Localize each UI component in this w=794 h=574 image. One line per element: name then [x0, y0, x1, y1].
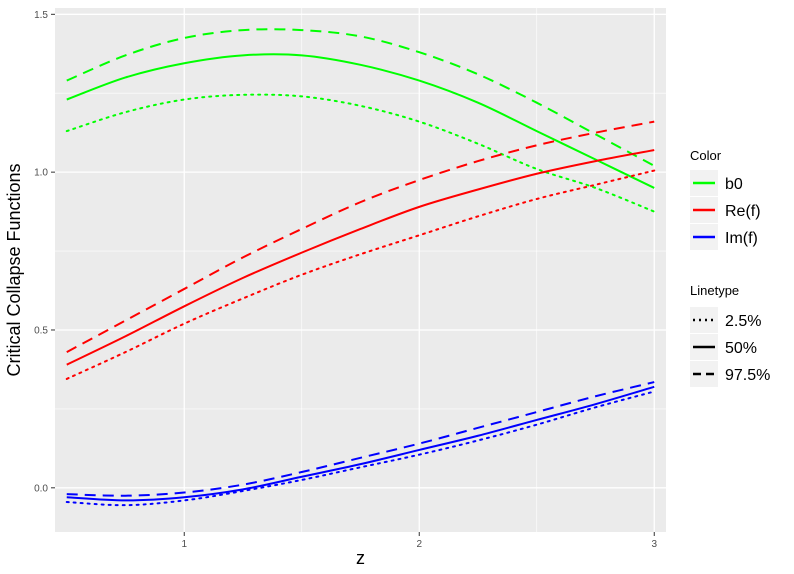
- series-line-ref-975: [66, 120, 655, 353]
- y-tick-label: 0.0: [34, 483, 48, 494]
- y-axis-title: Critical Collapse Functions: [4, 163, 24, 376]
- y-tick-label: 1.0: [34, 168, 48, 179]
- legend-linetype-entries: 2.5% 50% 97.5%: [690, 307, 770, 387]
- x-axis: 1 2 3: [181, 532, 657, 550]
- plot-panel: [55, 8, 666, 532]
- legend-color-entries: b0 Re(f) Im(f): [690, 170, 761, 250]
- series-line-b0-50: [66, 53, 655, 189]
- series-lines: [65, 28, 656, 507]
- grid-major: [55, 8, 666, 532]
- y-tick-label: 0.5: [34, 325, 48, 336]
- legend-label: 97.5%: [725, 367, 770, 384]
- series-line-ref-50: [66, 149, 655, 366]
- legend-color-title: Color: [690, 148, 722, 163]
- legend-linetype-title: Linetype: [690, 283, 739, 298]
- legend-label: b0: [725, 176, 743, 193]
- legend-label: 2.5%: [725, 313, 761, 330]
- legend-label: Im(f): [725, 230, 758, 247]
- series-line-imf-975: [66, 381, 655, 497]
- x-tick-label: 2: [416, 539, 422, 550]
- y-tick-label: 1.5: [34, 10, 48, 21]
- legend-label: 50%: [725, 340, 757, 357]
- grid-minor: [55, 8, 666, 532]
- x-axis-title: z: [356, 548, 365, 568]
- series-line-ref-25: [65, 169, 656, 380]
- x-tick-label: 1: [181, 539, 187, 550]
- series-line-b0-25: [65, 93, 656, 213]
- series-line-imf-50: [66, 385, 655, 502]
- x-tick-label: 3: [651, 539, 657, 550]
- series-line-imf-25: [65, 390, 656, 507]
- legend-label: Re(f): [725, 203, 761, 220]
- legend: Color b0 Re(f) Im(f) Linetype 2.5% 50% 97.5%: [690, 148, 770, 387]
- y-axis: 0.0 0.5 1.0 1.5: [34, 10, 55, 494]
